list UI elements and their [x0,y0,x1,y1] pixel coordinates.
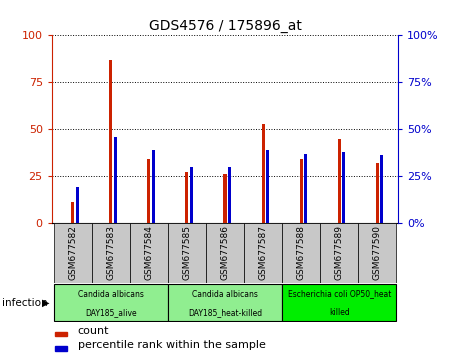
Bar [266,150,269,223]
Text: count: count [78,326,109,336]
Bar [358,223,396,283]
Bar [54,223,92,283]
Text: Candida albicans: Candida albicans [192,290,258,299]
Bar [109,60,112,223]
Bar [55,346,68,351]
Text: GSM677587: GSM677587 [259,225,268,280]
Text: DAY185_alive: DAY185_alive [85,308,137,317]
Bar [206,223,244,283]
Text: GSM677584: GSM677584 [144,225,153,280]
Text: GSM677588: GSM677588 [297,225,306,280]
Text: GSM677583: GSM677583 [106,225,115,280]
Bar [54,284,168,321]
Bar [282,223,320,283]
Bar [168,284,282,321]
Bar [261,124,265,223]
Bar [71,202,74,223]
Text: GSM677589: GSM677589 [335,225,344,280]
Text: GSM677585: GSM677585 [182,225,191,280]
Text: DAY185_heat-killed: DAY185_heat-killed [188,308,262,317]
Text: GSM677582: GSM677582 [68,225,77,280]
Bar [300,159,303,223]
Bar [147,159,150,223]
Text: percentile rank within the sample: percentile rank within the sample [78,341,266,350]
Text: GSM677590: GSM677590 [373,225,382,280]
Bar [185,172,189,223]
Bar [304,154,307,223]
Text: Escherichia coli OP50_heat: Escherichia coli OP50_heat [288,290,391,299]
Bar [190,167,193,223]
Bar [228,167,231,223]
Bar [114,137,117,223]
Text: infection: infection [2,298,48,308]
Title: GDS4576 / 175896_at: GDS4576 / 175896_at [148,19,302,33]
Bar [342,152,345,223]
Bar [380,155,383,223]
Bar [224,174,226,223]
Text: killed: killed [329,308,350,317]
Text: GSM677586: GSM677586 [220,225,230,280]
Bar [168,223,206,283]
Bar [92,223,130,283]
Text: ▶: ▶ [42,298,50,308]
Bar [76,187,79,223]
Bar [338,139,341,223]
Bar [244,223,282,283]
Bar [282,284,396,321]
Bar [152,150,155,223]
Bar [320,223,358,283]
Bar [130,223,168,283]
Bar [376,163,379,223]
Text: Candida albicans: Candida albicans [78,290,144,299]
Bar [55,332,68,336]
